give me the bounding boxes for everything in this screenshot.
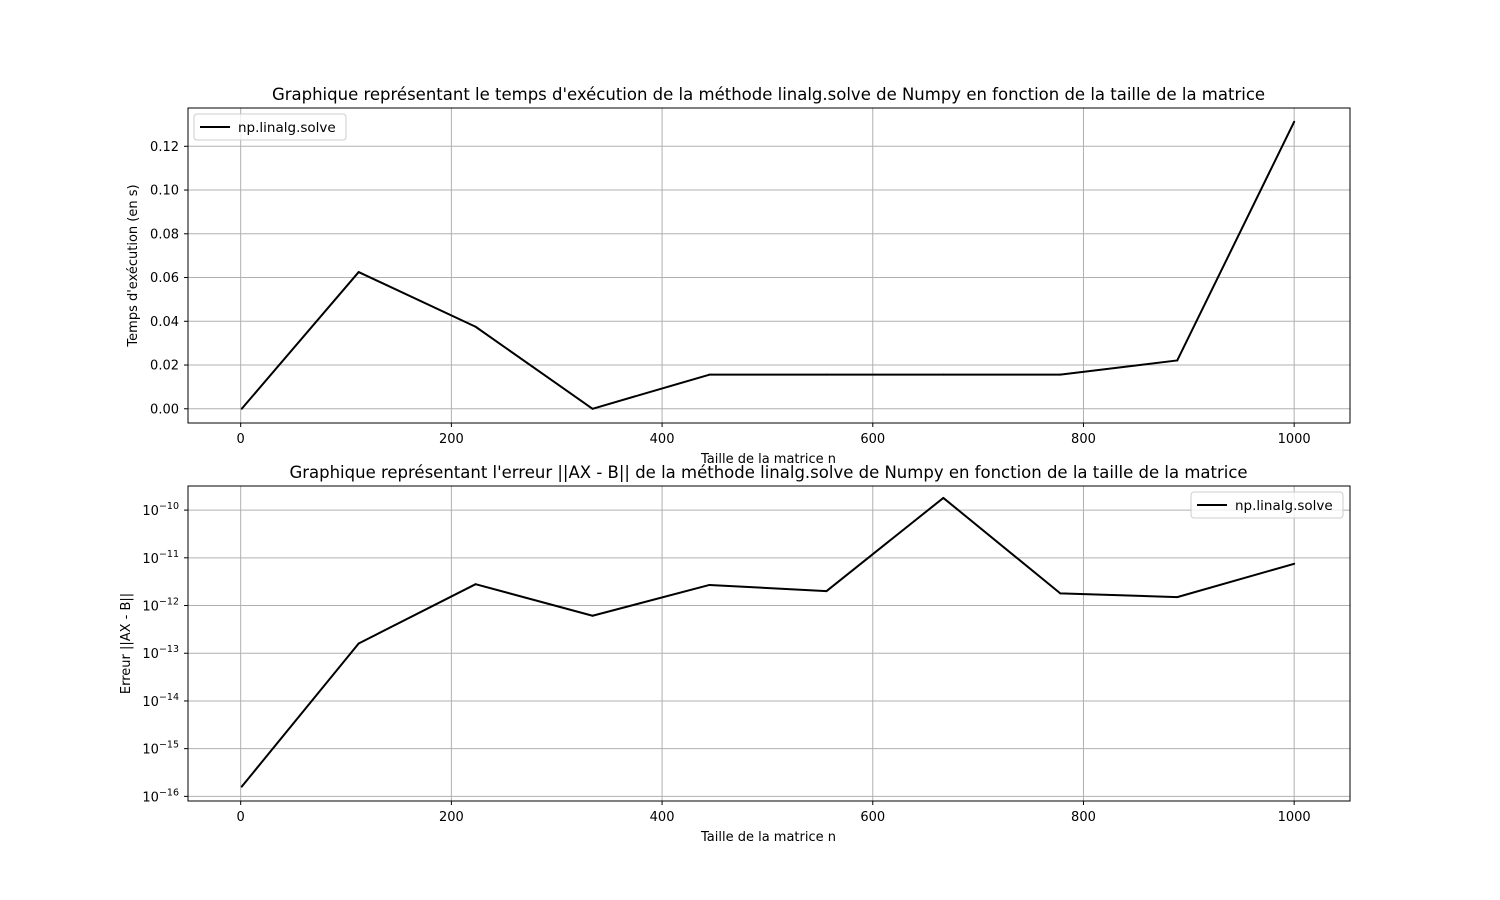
y-tick-label-base: 10 xyxy=(142,552,159,567)
y-tick-label: 10−12 xyxy=(142,597,179,615)
x-tick-label: 1000 xyxy=(1278,810,1311,825)
legend-box xyxy=(193,113,347,141)
y-tick-label: 10−11 xyxy=(142,549,179,567)
y-tick-label: 10−13 xyxy=(142,644,179,662)
series-line xyxy=(240,496,1295,788)
y-tick-label-exponent: −16 xyxy=(159,787,179,798)
y-tick-label: 0.12 xyxy=(150,140,179,155)
time-chart-title: Graphique représentant le temps d'exécut… xyxy=(272,85,1265,104)
time-chart-frame xyxy=(187,107,1351,424)
error-chart-grid xyxy=(188,486,1350,801)
time-chart-series xyxy=(240,120,1296,410)
error-chart-frame xyxy=(187,485,1351,802)
error-chart-x-label: Taille de la matrice n xyxy=(700,830,836,845)
data-point xyxy=(240,785,243,788)
data-point xyxy=(825,590,828,593)
data-point xyxy=(1176,596,1179,599)
legend-box xyxy=(1190,491,1344,519)
time-chart-grid xyxy=(188,108,1350,423)
time-chart-legend: np.linalg.solve xyxy=(193,113,347,141)
x-tick-label: 600 xyxy=(860,432,885,447)
y-tick-label: 10−14 xyxy=(142,692,179,710)
error-chart-series xyxy=(240,496,1296,788)
legend-label: np.linalg.solve xyxy=(1235,498,1333,514)
data-point xyxy=(1059,373,1062,376)
data-point xyxy=(1293,562,1296,565)
x-tick-label: 400 xyxy=(650,432,675,447)
data-point xyxy=(708,373,711,376)
series-line xyxy=(240,121,1296,410)
y-tick-label-base: 10 xyxy=(142,600,159,615)
y-tick-label: 10−15 xyxy=(142,740,179,758)
error-chart-legend: np.linalg.solve xyxy=(1190,491,1344,519)
error-chart-y-label: Erreur ||AX - B|| xyxy=(119,593,134,694)
y-tick-label-exponent: −11 xyxy=(159,549,179,560)
time-chart: Graphique représentant le temps d'exécut… xyxy=(126,85,1351,467)
error-chart-title: Graphique représentant l'erreur ||AX - B… xyxy=(289,463,1247,482)
time-chart-x-label: Taille de la matrice n xyxy=(700,452,836,467)
data-point xyxy=(357,642,360,645)
data-point xyxy=(1176,359,1179,362)
time-chart-y-label: Temps d'exécution (en s) xyxy=(126,184,141,347)
y-tick-label: 0.04 xyxy=(150,315,179,330)
x-tick-label: 400 xyxy=(650,810,675,825)
time-chart-x-ticks: 0 200 400 600 800 1000 xyxy=(237,423,1311,447)
time-chart-y-ticks: 0.00 0.02 0.04 0.06 0.08 0.10 0.12 xyxy=(150,140,188,417)
y-tick-label: 0.06 xyxy=(150,271,179,286)
data-point xyxy=(1059,592,1062,595)
y-tick-label-exponent: −10 xyxy=(159,501,179,512)
y-tick-label-base: 10 xyxy=(142,790,159,805)
y-tick-label-base: 10 xyxy=(142,743,159,758)
y-tick-label: 0.10 xyxy=(150,184,179,199)
y-tick-label-base: 10 xyxy=(142,695,159,710)
data-point xyxy=(474,583,477,586)
data-point xyxy=(825,373,828,376)
data-point xyxy=(591,614,594,617)
legend-label: np.linalg.solve xyxy=(238,120,336,136)
x-tick-label: 1000 xyxy=(1278,432,1311,447)
y-tick-label: 10−16 xyxy=(142,787,179,805)
y-tick-label-exponent: −13 xyxy=(159,644,179,655)
y-tick-label-base: 10 xyxy=(142,647,159,662)
data-point xyxy=(942,373,945,376)
y-tick-label: 10−10 xyxy=(142,501,179,519)
y-tick-label-base: 10 xyxy=(142,504,159,519)
x-tick-label: 200 xyxy=(439,432,464,447)
data-point xyxy=(942,496,945,499)
y-tick-label-exponent: −15 xyxy=(159,740,179,751)
y-tick-label-exponent: −14 xyxy=(159,692,179,703)
error-chart: Graphique représentant l'erreur ||AX - B… xyxy=(119,463,1351,845)
data-point xyxy=(474,325,477,328)
data-point xyxy=(357,271,360,274)
y-tick-label: 0.08 xyxy=(150,227,179,242)
x-tick-label: 800 xyxy=(1071,810,1096,825)
y-tick-label: 0.02 xyxy=(150,359,179,374)
data-point xyxy=(708,583,711,586)
x-tick-label: 200 xyxy=(439,810,464,825)
x-tick-label: 600 xyxy=(860,810,885,825)
y-tick-label-exponent: −12 xyxy=(159,597,179,608)
x-tick-label: 0 xyxy=(237,810,245,825)
error-chart-x-ticks: 0 200 400 600 800 1000 xyxy=(237,801,1311,825)
data-point xyxy=(591,407,594,410)
y-tick-label: 0.00 xyxy=(150,402,179,417)
x-tick-label: 0 xyxy=(237,432,245,447)
data-point xyxy=(1293,120,1296,123)
x-tick-label: 800 xyxy=(1071,432,1096,447)
data-point xyxy=(240,407,243,410)
